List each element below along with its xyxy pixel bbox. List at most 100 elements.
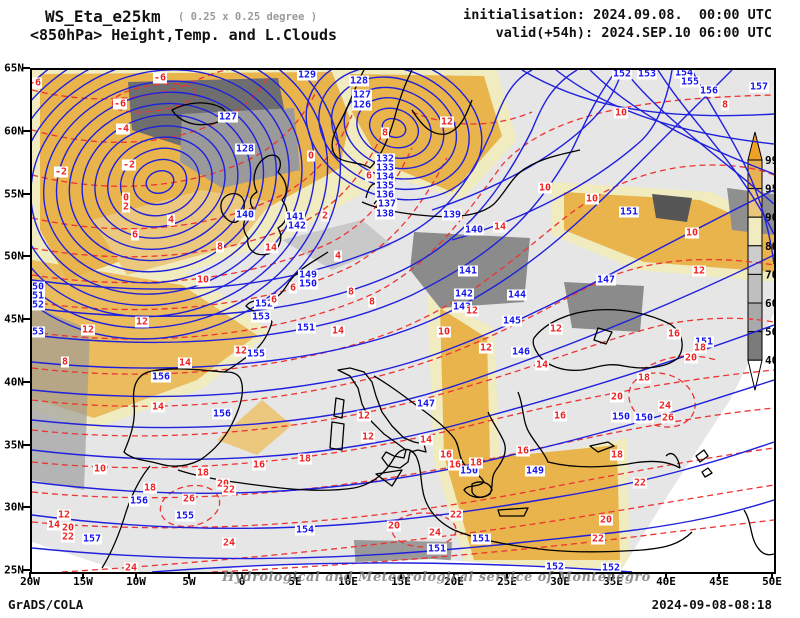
temp-contour-label: 8 (346, 286, 356, 298)
temp-contour-label: 22 (448, 509, 464, 521)
temp-contour-label: 12 (356, 410, 372, 422)
map-canvas: 9995908070605040 (32, 70, 774, 572)
lat-tick-mark (22, 380, 30, 383)
height-contour-label: 153 (250, 311, 272, 323)
height-contour-label: 152 (544, 561, 566, 573)
colorbar-level-label: 40 (765, 354, 774, 367)
colorbar-level-label: 70 (765, 268, 774, 281)
temp-contour-label: 16 (552, 410, 568, 422)
temp-contour-label: 10 (195, 274, 211, 286)
model-title: WS_Eta_e25km (45, 7, 161, 26)
height-contour-label: 150 (458, 465, 480, 477)
temp-contour-label: 18 (142, 482, 158, 494)
temp-contour-label: 12 (56, 509, 72, 521)
height-contour-label: 150 (633, 412, 655, 424)
temp-contour-label: 16 (438, 449, 454, 461)
temp-contour-label: 6 (130, 229, 140, 241)
lat-tick-mark (22, 569, 30, 571)
temp-contour-label: 20 (683, 352, 699, 364)
lon-tick-label: 10W (126, 575, 146, 588)
height-contour-label: 152 (611, 68, 633, 80)
height-contour-label: 133 (374, 162, 396, 174)
height-contour-label: 141 (457, 265, 479, 277)
temp-contour-label: 22 (60, 531, 76, 543)
height-contour-label: 132 (374, 153, 396, 165)
nw-low-contours (32, 70, 342, 340)
temp-contour-label: 10 (92, 463, 108, 475)
height-contour-label: 128 (234, 143, 256, 155)
lon-tick-label: 20W (20, 575, 40, 588)
temp-contour-label: 14 (330, 325, 346, 337)
lat-tick-mark (22, 67, 30, 69)
temp-contour-label: 0 (121, 192, 131, 204)
height-contour-label: 140 (234, 209, 256, 221)
height-contour-label: 141 (284, 211, 306, 223)
height-contour-label: 134 (374, 171, 396, 183)
temp-contour-label: 24 (657, 400, 673, 412)
height-contour-label: 142 (286, 220, 308, 232)
temp-contour-label: 10 (584, 193, 600, 205)
lat-tick-mark (22, 192, 30, 195)
temp-contour-label: 14 (177, 357, 193, 369)
temp-contour-label: 20 (386, 520, 402, 532)
lat-tick-mark (22, 443, 30, 446)
grads-credit: GrADS/COLA (8, 597, 84, 612)
temp-contour-label: -6 (112, 98, 128, 110)
lat-tick-label: 55N (4, 187, 24, 200)
height-contour-label: 151 (618, 206, 640, 218)
height-contour-label: 128 (348, 75, 370, 87)
lat-tick-mark (22, 506, 30, 509)
temp-contour-label: -6 (32, 77, 43, 89)
temp-contour-label: 18 (692, 342, 708, 354)
height-contour-label: 151 (295, 322, 317, 334)
height-contour-label: 156 (128, 495, 150, 507)
height-contour-label: 156 (698, 85, 720, 97)
lat-tick-label: 30N (4, 500, 24, 514)
temp-contour-label: 12 (134, 316, 150, 328)
temp-contour-label: 24 (123, 562, 139, 574)
temp-contour-label: 10 (436, 326, 452, 338)
temp-contour-label: 14 (418, 434, 434, 446)
height-contour-label: 150 (32, 281, 46, 293)
height-contour-label: 155 (174, 510, 196, 522)
lat-tick-label: 25N (4, 563, 24, 577)
temp-contour-label: 18 (297, 453, 313, 465)
height-contour-label: 154 (294, 524, 316, 536)
height-contour-label: 154 (673, 68, 695, 79)
temp-contour-label: 20 (215, 478, 231, 490)
height-contour-label: 150 (610, 411, 632, 423)
temp-contour-label: 10 (684, 227, 700, 239)
temp-contour-label: 16 (447, 459, 463, 471)
colorbar-segment (747, 216, 763, 247)
lon-tick-label: 15W (73, 575, 93, 588)
lon-tick-label: 5W (182, 575, 196, 588)
lat-tick-label: 60N (4, 124, 24, 138)
temp-contour-label: 14 (150, 401, 166, 413)
colorbar-level-label: 90 (765, 211, 774, 224)
height-contour-label: 144 (506, 289, 528, 301)
height-contour-label: 153 (32, 326, 46, 338)
height-contour-label: 145 (501, 315, 523, 327)
height-contour-label: 138 (374, 208, 396, 220)
temp-contour-label: 24 (427, 527, 443, 539)
lat-tick-label: 65N (4, 61, 24, 75)
height-contour-label: 139 (441, 209, 463, 221)
height-contour-label: 127 (351, 89, 373, 101)
height-contour-label: 126 (351, 99, 373, 111)
height-contour-label: 146 (510, 346, 532, 358)
chart-subtitle: <850hPa> Height,Temp. and L.Clouds (30, 26, 338, 44)
temp-contour-label: 20 (60, 522, 76, 534)
temp-contour-label: 10 (537, 182, 553, 194)
temp-contour-label: 12 (439, 116, 455, 128)
lat-tick-label: 50N (4, 249, 24, 263)
temp-contour-label: 8 (367, 296, 377, 308)
height-contour-label: 149 (524, 465, 546, 477)
temp-contour-label: 4 (166, 214, 176, 226)
temp-contour-label: 18 (468, 457, 484, 469)
temp-contour-label: 14 (492, 221, 508, 233)
temp-contour-label: 18 (195, 467, 211, 479)
colorbar-level-label: 99 (765, 154, 774, 167)
height-contour-label: 140 (463, 224, 485, 236)
temp-contour-label: 12 (360, 431, 376, 443)
